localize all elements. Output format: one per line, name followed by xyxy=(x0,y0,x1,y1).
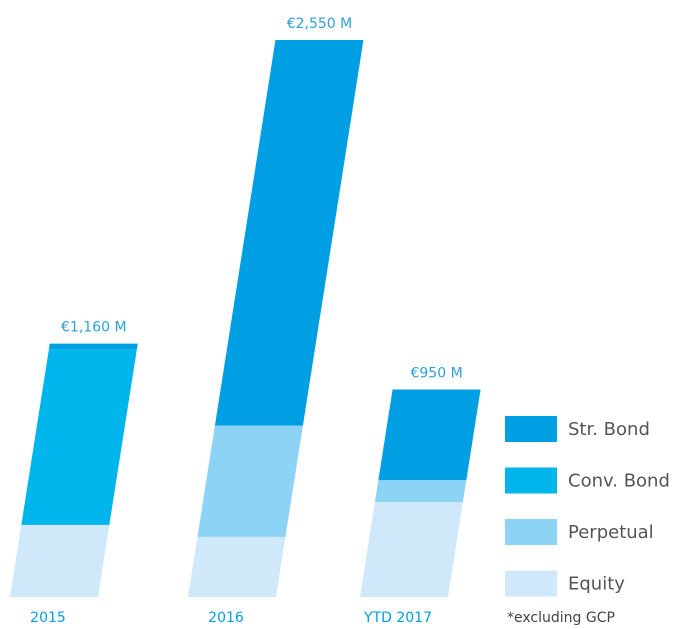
bar-segment xyxy=(21,349,137,525)
legend-label: Conv. Bond xyxy=(568,471,670,492)
bar-segment xyxy=(360,501,463,597)
bar-segment xyxy=(188,536,286,597)
bar-segment xyxy=(10,524,110,597)
legend-swatch xyxy=(505,570,557,597)
x-tick-label: 2016 xyxy=(208,610,244,626)
bar-segment xyxy=(374,480,467,502)
footnote: *excluding GCP xyxy=(507,610,615,626)
bar-segment xyxy=(197,425,303,537)
bar-segment xyxy=(378,389,481,481)
legend-swatch xyxy=(505,519,557,545)
total-label: €950 M xyxy=(410,365,462,381)
legend-label: Equity xyxy=(568,574,625,595)
legend-label: Str. Bond xyxy=(568,419,650,440)
legend-swatch xyxy=(505,467,557,494)
bar-segment xyxy=(214,40,364,426)
x-tick-label: YTD 2017 xyxy=(363,610,432,626)
bar-segment xyxy=(48,343,138,350)
total-label: €2,550 M xyxy=(287,16,353,32)
legend-label: Perpetual xyxy=(568,522,654,543)
x-tick-label: 2015 xyxy=(30,610,66,626)
legend-swatch xyxy=(505,416,557,442)
total-label: €1,160 M xyxy=(61,320,127,336)
